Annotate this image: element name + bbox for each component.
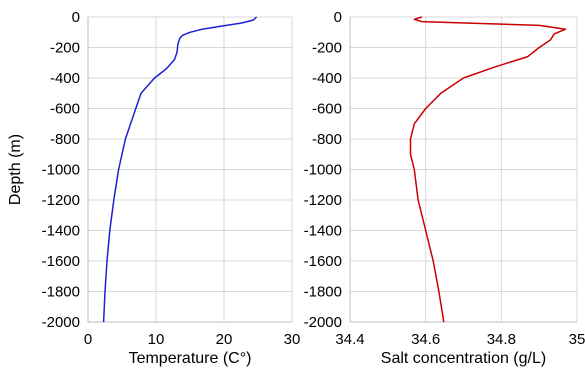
y-tick-label: -1200 [304,192,342,209]
series-line [102,16,258,323]
x-tick-label: 0 [84,331,92,348]
y-axis-label: Depth (m) [7,134,24,205]
salinity-chart: 0 -200 -400 -600 -800 -1000 -1200 -1400 -1600 -18… [304,9,585,367]
y-tick-label: -1800 [42,284,80,301]
x-tick-label: 35 [569,331,585,348]
y-tick-label: -200 [50,40,80,57]
y-tick-label: -1000 [304,162,342,179]
y-tick-label: -800 [312,131,342,148]
x-tick-label: 34.8 [487,331,516,348]
x-tick-label: 20 [216,331,233,348]
series-line [409,16,567,323]
y-tick-label: -600 [312,101,342,118]
y-tick-label: -2000 [304,314,342,331]
y-tick-label: -200 [312,40,342,57]
y-tick-label: -1000 [42,162,80,179]
y-tick-label: -600 [50,101,80,118]
y-tick-label: -400 [50,70,80,87]
y-tick-label: 0 [334,9,342,26]
y-tick-label: -1600 [304,253,342,270]
x-axis-label: Temperature (C°) [129,350,252,367]
y-tick-label: -800 [50,131,80,148]
y-tick-label: -400 [312,70,342,87]
y-tick-label: -1400 [42,223,80,240]
x-tick-label: 34.6 [411,331,440,348]
y-tick-label: -1400 [304,223,342,240]
y-tick-label: 0 [72,9,80,26]
x-tick-label: 10 [148,331,165,348]
y-tick-label: -1200 [42,192,80,209]
x-tick-label: 30 [284,331,301,348]
y-tick-label: -2000 [42,314,80,331]
y-tick-label: -1800 [304,284,342,301]
x-axis-label: Salt concentration (g/L) [381,350,546,367]
y-tick-label: -1600 [42,253,80,270]
temperature-chart: 0 -200 -400 -600 -800 -1000 -1200 -1400 -1600 -18… [7,9,300,367]
x-tick-label: 34.4 [335,331,364,348]
